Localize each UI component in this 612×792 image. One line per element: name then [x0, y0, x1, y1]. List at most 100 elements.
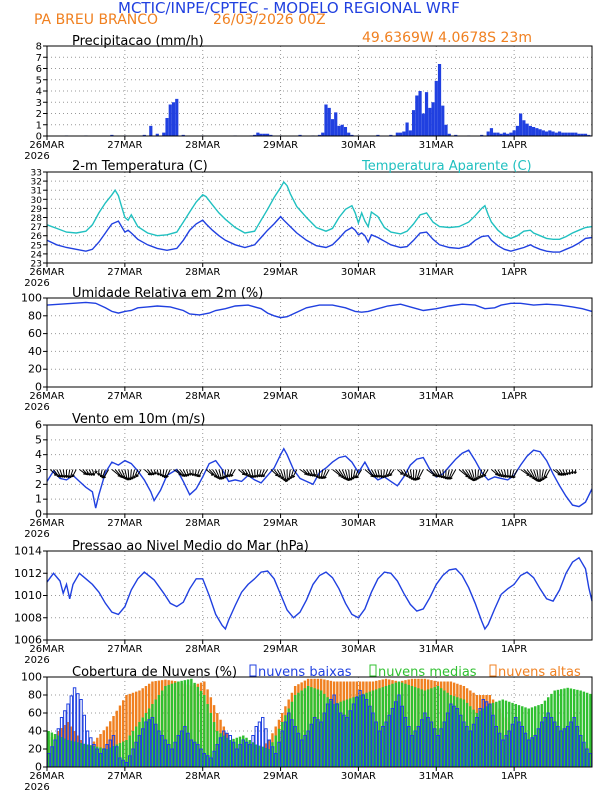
cloud-bar-nuvens-medias — [274, 735, 277, 767]
cloud-bar-nuvens-medias — [404, 683, 407, 767]
rh-xtick-label: 27MAR — [107, 391, 142, 402]
wind-vector-arrow — [71, 469, 77, 478]
cloud-bar-nuvens-medias — [371, 690, 375, 767]
wind-vector-head — [133, 475, 137, 479]
cloud-bar-nuvens-medias — [225, 737, 229, 767]
cloud-bar-nuvens-medias — [115, 744, 118, 767]
wind-vector-head — [165, 475, 169, 479]
wind-vector-arrow — [542, 469, 548, 480]
rh-xtick-label: 26MAR — [29, 391, 64, 402]
temp-ytick-label: 23 — [31, 260, 42, 270]
cloud-bar-nuvens-medias — [381, 687, 384, 767]
wind-vector-head — [384, 474, 388, 478]
cloud-bar-nuvens-medias — [504, 700, 508, 767]
cloud-bar-nuvens-medias — [449, 695, 453, 767]
wind-vector-arrow — [461, 469, 471, 479]
wind-vector-arrow — [344, 469, 349, 481]
wind-vector-arrow — [273, 469, 281, 478]
wind-vector-head — [567, 471, 572, 475]
wind-vector-arrow — [354, 469, 359, 479]
wind-vector-head — [158, 473, 163, 477]
wind-vector-arrow — [198, 469, 204, 478]
cloud-bar-nuvens-medias — [508, 701, 511, 767]
cloud-bar-nuvens-medias — [550, 693, 553, 767]
precip-bar — [551, 131, 555, 136]
cloud-bar-nuvens-medias — [173, 682, 177, 767]
wind-vector-arrow — [230, 469, 236, 477]
wind-vector-arrow — [290, 469, 295, 479]
wind-ytick-label: 0 — [35, 508, 42, 521]
cloud-bar-nuvens-medias — [413, 687, 417, 767]
wind-ytick-label: 5 — [35, 433, 42, 446]
wind-vector-arrow — [520, 469, 530, 476]
coords-label: 49.6369W 4.0678S 23m — [362, 30, 532, 46]
precip-bar — [269, 134, 273, 136]
temp-xtick-label: 30MAR — [341, 267, 376, 278]
wind-vector-arrow — [348, 469, 351, 481]
wind-vector-arrow — [254, 469, 256, 478]
wind-vector-arrow — [79, 469, 87, 475]
clouds-xtick-label: 30MAR — [341, 771, 376, 782]
wind-vector-arrow — [552, 469, 561, 476]
cloud-bar-nuvens-medias — [255, 744, 258, 767]
wind-vector-arrow — [283, 469, 287, 483]
precip-bar — [506, 133, 510, 136]
precip-ytick-label: 5 — [36, 75, 42, 86]
precip-bar — [541, 130, 545, 136]
cloud-bar-nuvens-medias — [190, 678, 193, 767]
wind-vector-head — [244, 472, 248, 476]
cloud-bar-nuvens-altas — [125, 695, 128, 767]
wind-vector-arrow — [497, 469, 503, 478]
wind-ytick-label: 2 — [35, 478, 42, 491]
wind-vector-head — [355, 475, 359, 479]
cloud-bar-nuvens-medias — [258, 745, 261, 767]
precip-bar — [574, 132, 578, 136]
temp-ytick-label: 30 — [31, 196, 43, 206]
wind-vector-arrow — [189, 469, 192, 476]
wind-xtick-label: 30MAR — [341, 518, 376, 529]
wind-vector-head — [287, 477, 291, 481]
wind-vector-arrow — [117, 469, 125, 479]
wind-vector-arrow — [262, 469, 269, 478]
temp-ytick-label: 25 — [31, 241, 42, 251]
precip-bar — [564, 132, 568, 136]
wind-vector-arrow — [221, 469, 224, 480]
wind-vector-arrow — [208, 469, 217, 478]
precip-bar — [411, 110, 416, 136]
cloud-bar-nuvens-medias — [420, 689, 423, 767]
cloud-bar-nuvens-medias — [151, 704, 154, 767]
wind-vector-arrow — [56, 469, 62, 478]
cloud-bar-nuvens-medias — [397, 681, 401, 767]
wind-vector-arrow — [382, 469, 385, 479]
wind-vector-arrow — [133, 469, 139, 479]
wind-vector-arrow — [121, 469, 127, 480]
precip-bar — [265, 133, 270, 136]
rh-xtick-label: 1APR — [501, 391, 527, 402]
cloud-bar-nuvens-medias — [326, 697, 329, 767]
wind-xtick-label: 26MAR — [29, 518, 64, 529]
cloud-bar-nuvens-medias — [290, 701, 294, 767]
wind-vector-arrow — [483, 469, 489, 477]
cloud-bar-nuvens-medias — [300, 690, 303, 767]
cloud-bar-nuvens-medias — [96, 746, 99, 767]
cloud-bar-nuvens-medias — [511, 702, 514, 767]
temp-series-line — [46, 215, 593, 253]
cloud-bar-nuvens-medias — [368, 691, 372, 767]
precip-ytick-label: 2 — [36, 109, 42, 120]
wind-vector-head — [400, 471, 404, 475]
temp-ytick-label: 28 — [31, 214, 43, 224]
wind-vector-arrow — [356, 469, 363, 479]
precip-bar — [402, 131, 406, 136]
cloud-bar-nuvens-medias — [109, 747, 112, 767]
cloud-bar-nuvens-medias — [498, 700, 501, 767]
temp-series-line — [46, 180, 593, 240]
cloud-bar-nuvens-medias — [216, 731, 219, 767]
pres-xtick-label: 26MAR — [29, 644, 64, 655]
wind-vector-head — [135, 474, 139, 478]
legend-low-label: nuvens baixas — [258, 665, 352, 680]
wind-vector-arrow — [162, 469, 165, 478]
wind-vector-arrow — [374, 469, 379, 478]
cloud-bar-nuvens-medias — [196, 686, 200, 767]
legend-mid-label: nuvens medias — [378, 665, 477, 680]
cloud-bar-nuvens-medias — [537, 705, 540, 767]
